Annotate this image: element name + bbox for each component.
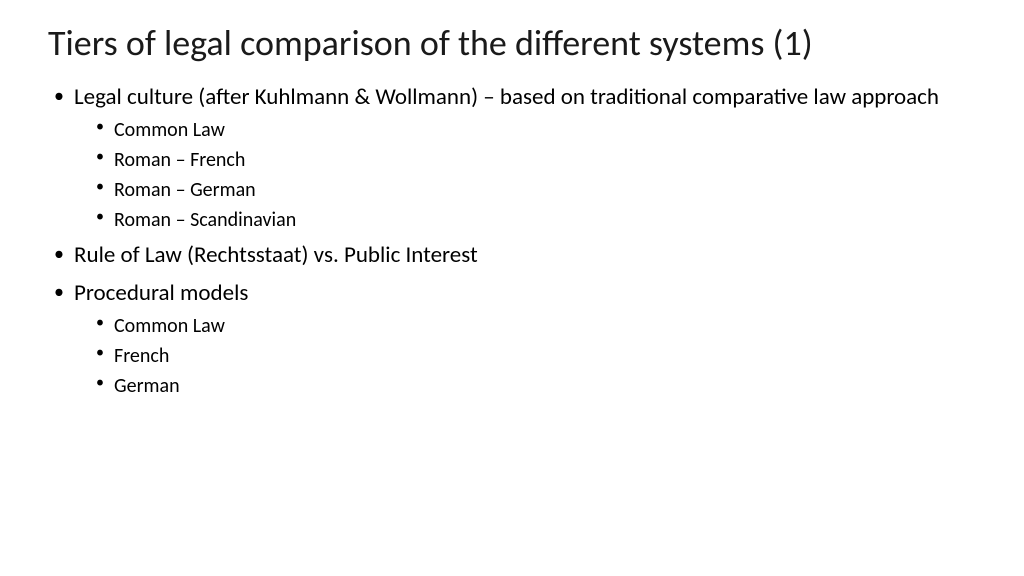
list-item: Legal culture (after Kuhlmann & Wollmann… [48,83,976,233]
bullet-list: Legal culture (after Kuhlmann & Wollmann… [48,83,976,399]
list-item: Common Law [92,313,976,339]
list-item: German [92,373,976,399]
sub-bullet-list: Common Law Roman – French Roman – German… [92,117,976,233]
bullet-text: Procedural models [74,279,248,307]
bullet-text: Legal culture (after Kuhlmann & Wollmann… [74,83,939,111]
sub-bullet-list: Common Law French German [92,313,976,399]
slide-title: Tiers of legal comparison of the differe… [48,22,976,65]
list-item: Procedural models Common Law French Germ… [48,279,976,399]
list-item: Common Law [92,117,976,143]
slide-body: Legal culture (after Kuhlmann & Wollmann… [48,83,976,399]
list-item: Roman – German [92,177,976,203]
list-item: Roman – French [92,147,976,173]
bullet-text: Rule of Law (Rechtsstaat) vs. Public Int… [74,241,478,269]
list-item: Roman – Scandinavian [92,207,976,233]
list-item: Rule of Law (Rechtsstaat) vs. Public Int… [48,241,976,271]
list-item: French [92,343,976,369]
